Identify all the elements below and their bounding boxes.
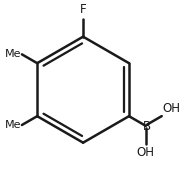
- Text: B: B: [143, 120, 151, 133]
- Text: OH: OH: [137, 146, 155, 159]
- Text: F: F: [80, 3, 86, 16]
- Text: Me: Me: [4, 120, 21, 130]
- Text: OH: OH: [163, 102, 181, 115]
- Text: Me: Me: [4, 49, 21, 59]
